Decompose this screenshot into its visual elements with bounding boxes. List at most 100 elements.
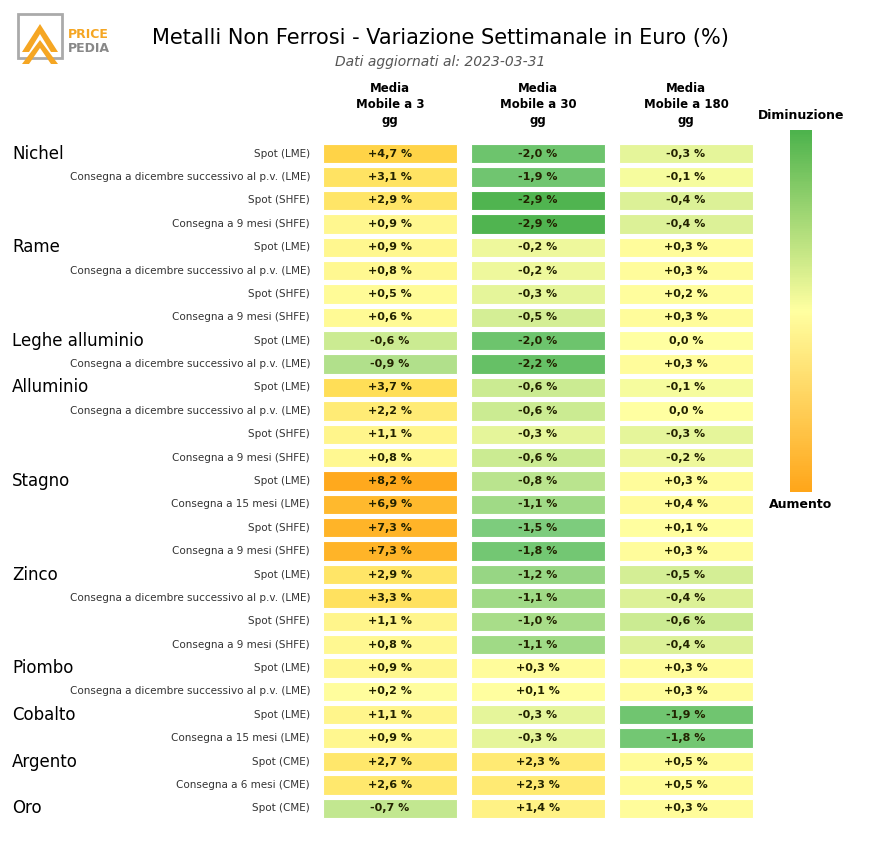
Bar <box>790 486 812 489</box>
Bar <box>790 188 812 190</box>
Bar <box>619 354 753 374</box>
Bar <box>790 204 812 207</box>
Text: +2,6 %: +2,6 % <box>368 780 412 790</box>
Bar <box>790 367 812 369</box>
Text: +1,1 %: +1,1 % <box>368 616 412 626</box>
Text: Consegna a 9 mesi (SHFE): Consegna a 9 mesi (SHFE) <box>172 312 310 322</box>
Bar <box>790 286 812 288</box>
Bar <box>323 308 457 327</box>
Text: -0,6 %: -0,6 % <box>518 452 558 462</box>
Text: -1,2 %: -1,2 % <box>518 570 558 580</box>
Text: Consegna a dicembre successivo al p.v. (LME): Consegna a dicembre successivo al p.v. (… <box>70 405 310 416</box>
Bar <box>790 249 812 252</box>
Text: +0,5 %: +0,5 % <box>664 756 708 767</box>
Bar <box>790 393 812 394</box>
Text: 0,0 %: 0,0 % <box>669 336 703 346</box>
Bar <box>790 441 812 444</box>
Text: -0,5 %: -0,5 % <box>666 570 706 580</box>
Text: Alluminio: Alluminio <box>12 378 89 396</box>
Bar <box>790 313 812 315</box>
Bar <box>790 300 812 303</box>
Text: Consegna a 9 mesi (SHFE): Consegna a 9 mesi (SHFE) <box>172 218 310 229</box>
Text: +0,9 %: +0,9 % <box>368 218 412 229</box>
Bar <box>619 401 753 421</box>
Bar <box>471 541 605 561</box>
Text: Consegna a 15 mesi (LME): Consegna a 15 mesi (LME) <box>172 500 310 509</box>
Bar <box>790 324 812 326</box>
Text: -2,0 %: -2,0 % <box>518 336 558 346</box>
Bar <box>790 253 812 255</box>
Bar <box>790 231 812 234</box>
Bar <box>619 541 753 561</box>
Text: +2,9 %: +2,9 % <box>368 196 412 206</box>
Text: +3,3 %: +3,3 % <box>368 593 412 603</box>
Bar <box>790 363 812 366</box>
Bar <box>790 456 812 458</box>
Bar <box>790 449 812 450</box>
Text: +0,4 %: +0,4 % <box>664 500 708 509</box>
Text: Spot (LME): Spot (LME) <box>253 336 310 346</box>
Bar <box>790 351 812 353</box>
Bar <box>790 213 812 216</box>
Bar <box>790 246 812 248</box>
Bar <box>790 436 812 438</box>
Bar <box>790 396 812 399</box>
Bar <box>619 144 753 163</box>
Bar <box>790 220 812 223</box>
Bar <box>790 215 812 218</box>
Bar <box>790 233 812 235</box>
Text: Spot (CME): Spot (CME) <box>253 756 310 767</box>
Text: Consegna a dicembre successivo al p.v. (LME): Consegna a dicembre successivo al p.v. (… <box>70 687 310 696</box>
Bar <box>790 239 812 241</box>
Bar <box>790 151 812 154</box>
Text: PRICE: PRICE <box>68 28 109 41</box>
Bar <box>471 706 605 724</box>
Text: +0,9 %: +0,9 % <box>368 663 412 673</box>
Bar <box>790 348 812 351</box>
Bar <box>790 305 812 308</box>
Bar <box>790 276 812 279</box>
Text: +0,8 %: +0,8 % <box>368 265 412 275</box>
Bar <box>790 434 812 436</box>
Bar <box>471 752 605 771</box>
Bar <box>790 161 812 163</box>
Bar <box>790 382 812 383</box>
Bar <box>790 371 812 373</box>
Bar <box>323 190 457 210</box>
Bar <box>790 354 812 357</box>
Bar <box>790 318 812 320</box>
Bar <box>619 377 753 397</box>
Bar <box>790 291 812 293</box>
Text: Consegna a 9 mesi (SHFE): Consegna a 9 mesi (SHFE) <box>172 640 310 649</box>
Text: Cobalto: Cobalto <box>12 706 76 724</box>
Bar <box>323 284 457 303</box>
Bar <box>471 728 605 748</box>
Bar <box>471 448 605 468</box>
Bar <box>790 237 812 239</box>
Bar <box>790 159 812 162</box>
Text: +0,6 %: +0,6 % <box>368 312 412 322</box>
Bar <box>790 483 812 485</box>
Bar <box>790 157 812 160</box>
Text: -0,3 %: -0,3 % <box>518 710 558 720</box>
Bar <box>790 264 812 266</box>
Bar <box>790 479 812 481</box>
Bar <box>471 682 605 701</box>
Bar <box>790 414 812 416</box>
Bar <box>790 168 812 170</box>
Bar <box>790 196 812 197</box>
Bar <box>323 144 457 163</box>
Text: Dati aggiornati al: 2023-03-31: Dati aggiornati al: 2023-03-31 <box>334 55 546 69</box>
Bar <box>471 144 605 163</box>
Text: +2,9 %: +2,9 % <box>368 570 412 580</box>
Text: +0,1 %: +0,1 % <box>664 523 708 533</box>
Bar <box>790 331 812 333</box>
Bar <box>790 139 812 141</box>
Bar <box>790 409 812 411</box>
Bar <box>790 242 812 245</box>
Text: -0,9 %: -0,9 % <box>370 359 410 369</box>
Text: Nichel: Nichel <box>12 144 63 162</box>
Bar <box>790 150 812 152</box>
Bar <box>790 258 812 261</box>
Bar <box>790 235 812 237</box>
